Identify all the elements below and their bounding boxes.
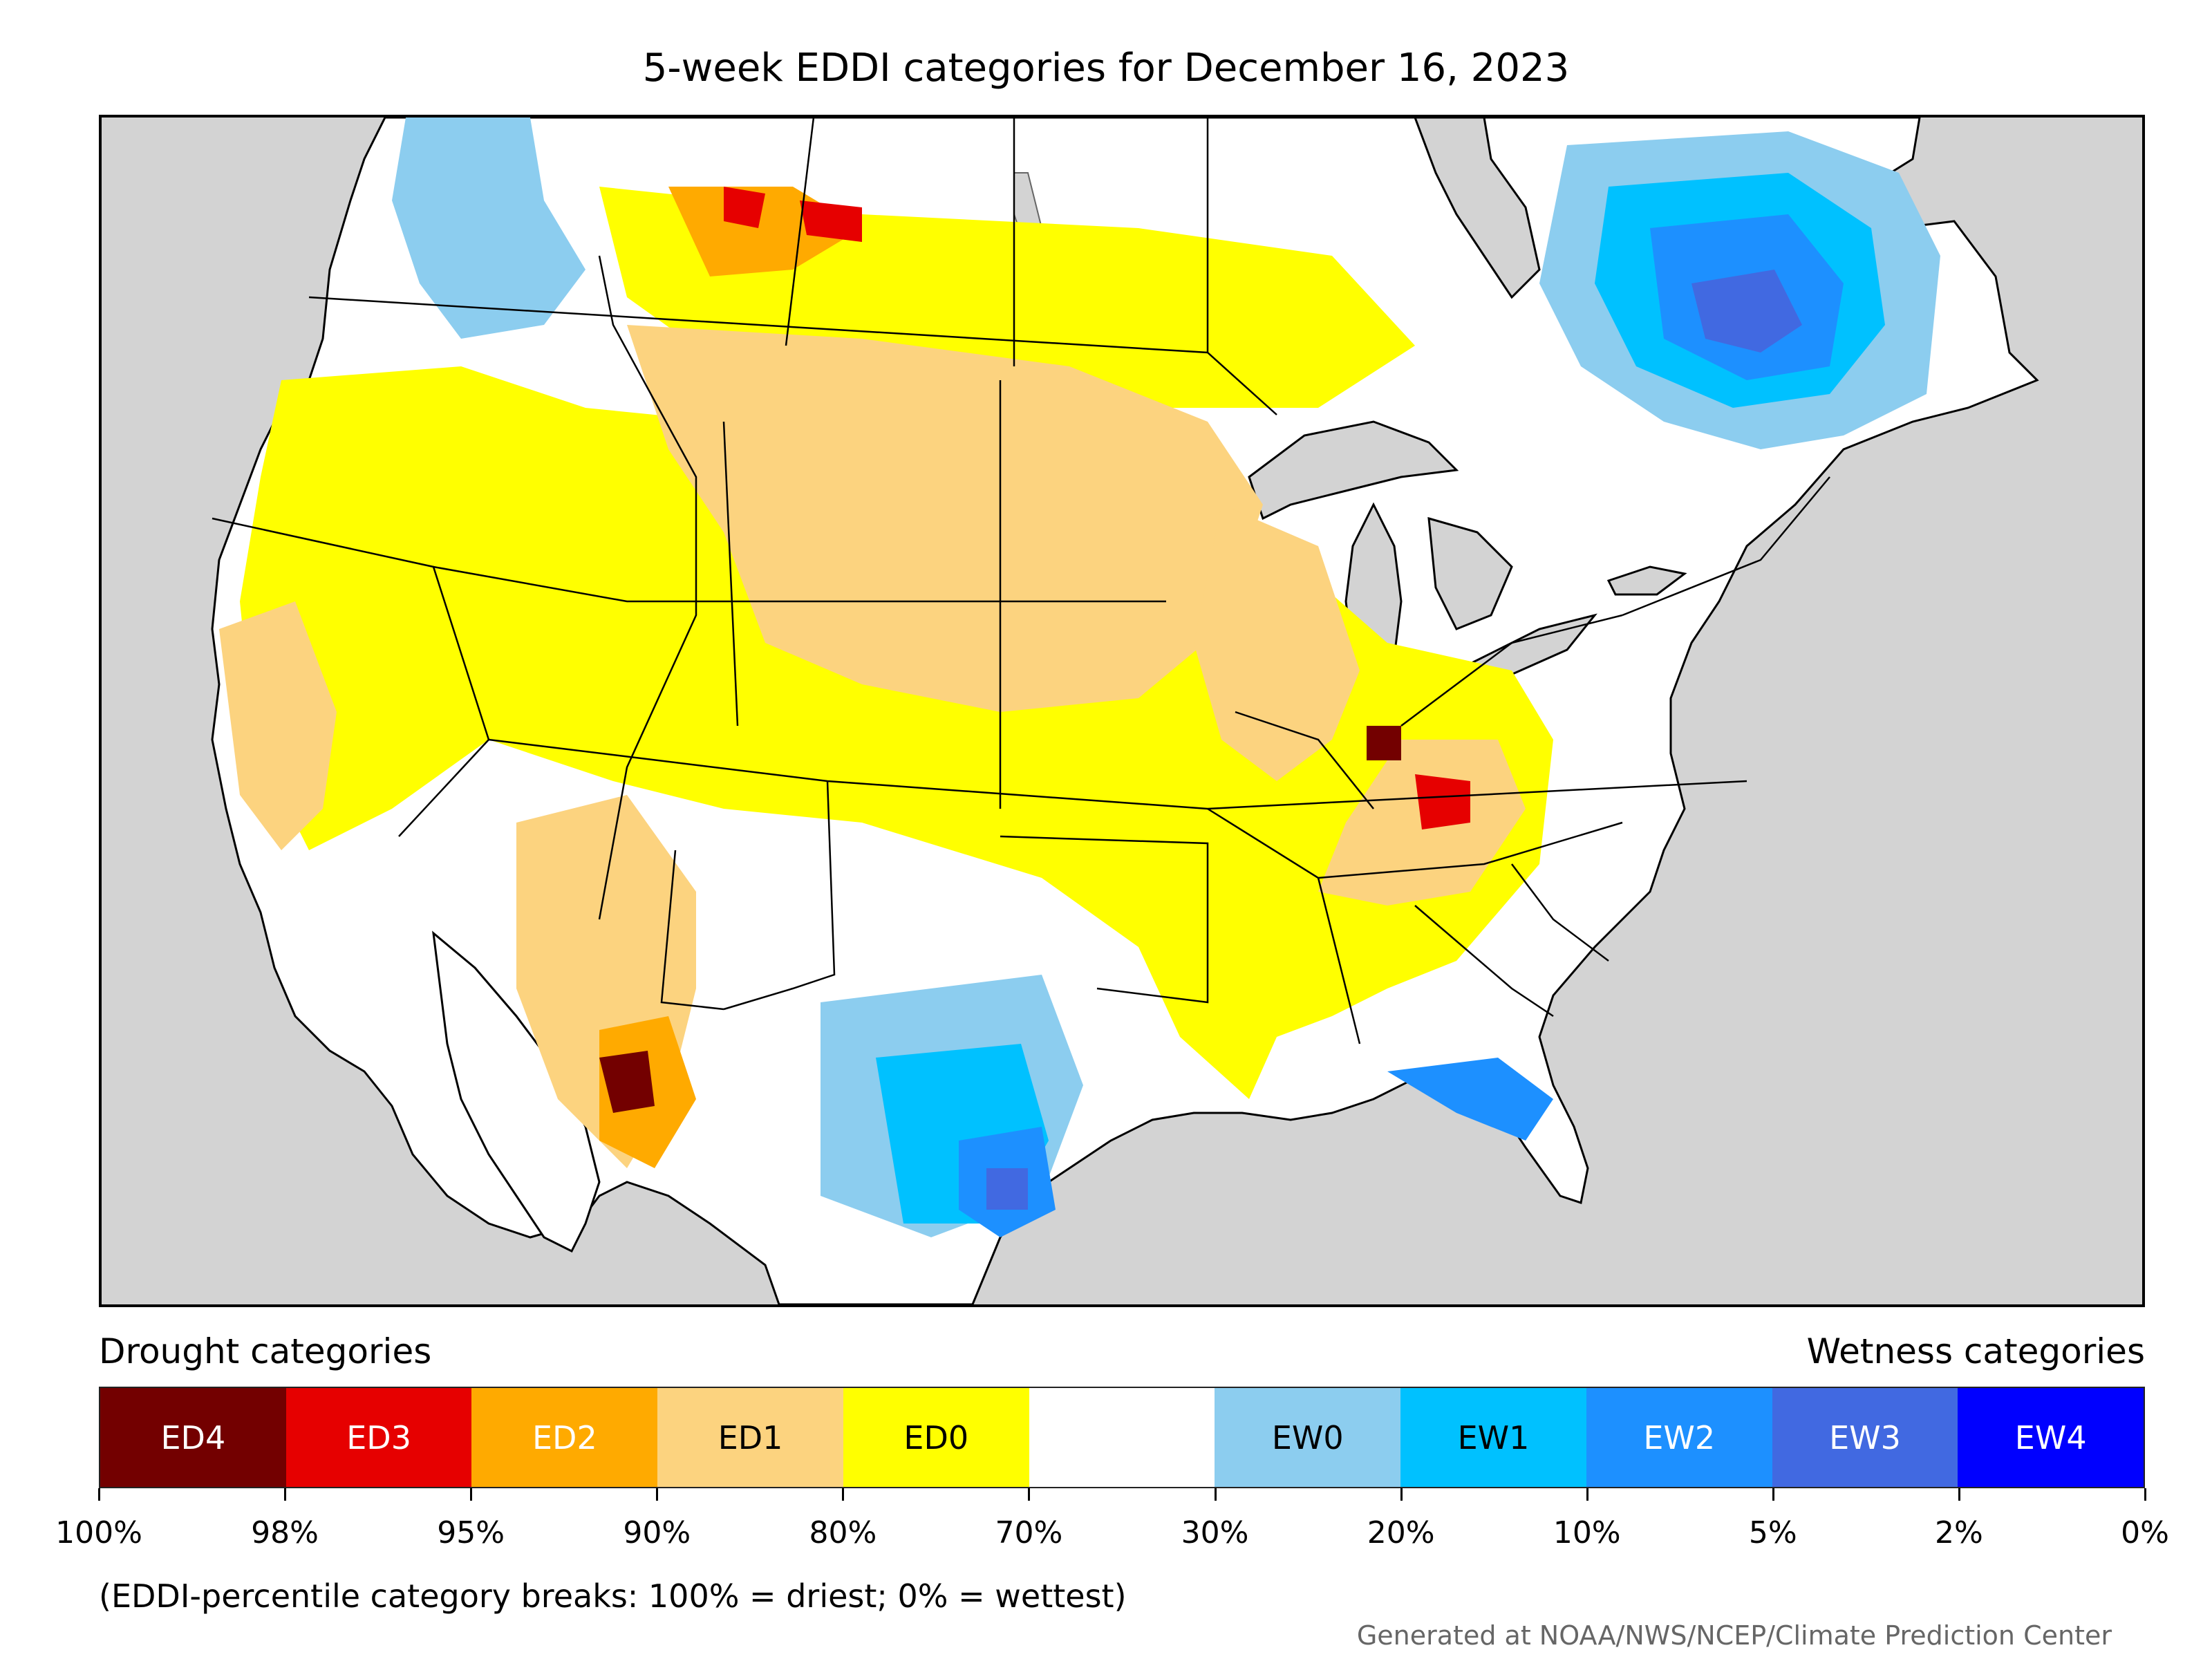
colorbar-tick (656, 1488, 659, 1501)
colorbar-cell-ew0: EW0 (1215, 1388, 1401, 1487)
category-breaks-footnote: (EDDI-percentile category breaks: 100% =… (99, 1577, 1127, 1615)
lake-ontario (1606, 565, 1687, 596)
colorbar-tick-label: 100% (55, 1515, 142, 1550)
colorbar-tick-label: 95% (437, 1515, 505, 1550)
political-boundaries (212, 118, 1830, 1044)
ed1-region-plains (627, 325, 1263, 712)
lake-huron (1427, 516, 1513, 630)
drought-categories-heading: Drought categories (99, 1331, 432, 1371)
colorbar-tick (1586, 1488, 1588, 1501)
colorbar-tick (98, 1488, 100, 1501)
colorbar-cell-ed0: ED0 (843, 1388, 1029, 1487)
colorbar-tick (284, 1488, 287, 1501)
colorbar-tick-label: 80% (809, 1515, 877, 1550)
colorbar-tick-label: 90% (623, 1515, 691, 1550)
source-credit: Generated at NOAA/NWS/NCEP/Climate Predi… (1356, 1620, 2112, 1651)
colorbar-cell-ew4: EW4 (1958, 1388, 2144, 1487)
colorbar-cell-ed3: ED3 (285, 1388, 472, 1487)
wetness-shading (392, 118, 1940, 1237)
drought-shading (219, 187, 1553, 1168)
colorbar-tick (1400, 1488, 1403, 1501)
colorbar-tick (842, 1488, 845, 1501)
colorbar-tick-label: 30% (1181, 1515, 1249, 1550)
category-colorbar: ED4 ED3 ED2 ED1 ED0 EW0 EW1 EW2 EW3 EW4 (99, 1387, 2145, 1488)
colorbar-cell-ew3: EW3 (1772, 1388, 1958, 1487)
ew0-region-nw (392, 118, 585, 339)
colorbar-tick-labels: 100% 98% 95% 90% 80% 70% 30% 20% 10% 5% 2% 0% (55, 1515, 2169, 1557)
ew3-region-quebec (1691, 270, 1802, 353)
colorbar-tick (1214, 1488, 1217, 1501)
colorbar-tick-label: 0% (2121, 1515, 2169, 1550)
ew3-region-texas (986, 1168, 1028, 1210)
colorbar-cell-ew2: EW2 (1586, 1388, 1772, 1487)
colorbar-tick-label: 70% (995, 1515, 1063, 1550)
colorbar-tick (1772, 1488, 1774, 1501)
colorbar-tick-label: 10% (1553, 1515, 1621, 1550)
ed3-region-kentucky (1415, 774, 1470, 830)
colorbar-cell-ed4: ED4 (100, 1388, 286, 1487)
colorbar-tick (1028, 1488, 1031, 1501)
colorbar-tick (470, 1488, 473, 1501)
baja-california (432, 930, 601, 1253)
colorbar-tick-label: 2% (1935, 1515, 1983, 1550)
ed4-region-mexico (599, 1051, 655, 1113)
wetness-categories-heading: Wetness categories (1806, 1331, 2145, 1371)
ed1-region-california (219, 601, 337, 850)
colorbar-tick-label: 20% (1367, 1515, 1435, 1550)
ed3-region-canada (800, 200, 862, 242)
colorbar-cell-ew1: EW1 (1400, 1388, 1586, 1487)
eddi-map (99, 115, 2145, 1307)
ed3-region-montana (724, 187, 765, 228)
colorbar-tick-label: 98% (251, 1515, 319, 1550)
colorbar-cell-ed1: ED1 (657, 1388, 843, 1487)
map-title: 5-week EDDI categories for December 16, … (642, 46, 1570, 91)
colorbar-tick-label: 5% (1748, 1515, 1797, 1550)
james-bay (1414, 118, 1541, 299)
ew2-region-gulf (1387, 1058, 1553, 1141)
great-lakes (1248, 420, 1687, 686)
colorbar-tick (2144, 1488, 2146, 1501)
colorbar-tick (1958, 1488, 1960, 1501)
map-canvas (102, 118, 2142, 1304)
colorbar-cell-ed2: ED2 (471, 1388, 658, 1487)
colorbar-ticks (98, 1488, 2146, 1502)
lake-superior (1248, 420, 1459, 521)
ed4-region-indiana (1367, 726, 1401, 760)
colorbar-cell-neutral (1029, 1388, 1215, 1487)
